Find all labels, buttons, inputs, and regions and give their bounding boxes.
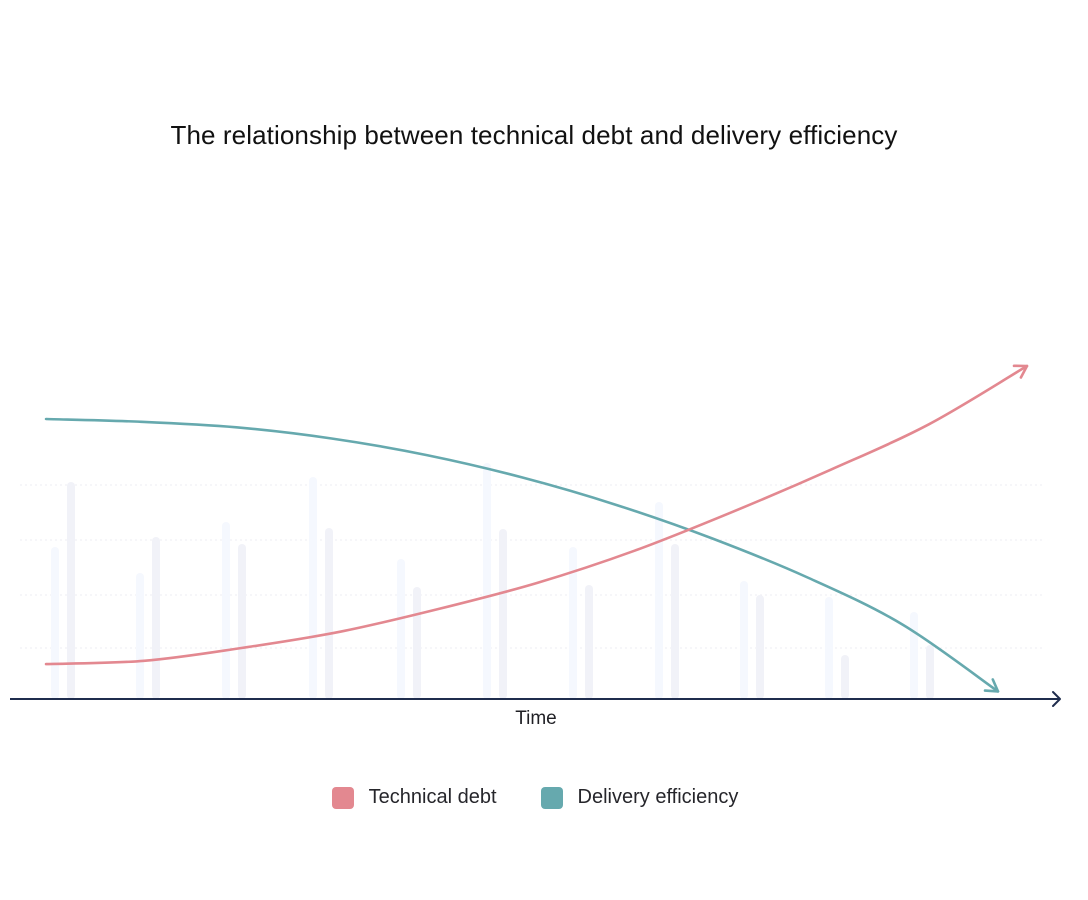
x-axis-arrowhead-icon [1052, 691, 1061, 707]
chart-title: The relationship between technical debt … [170, 120, 898, 150]
legend-item-delivery-efficiency: Delivery efficiency [540, 786, 739, 809]
legend-label: Delivery efficiency [577, 786, 739, 808]
legend: Technical debt Delivery efficiency [0, 786, 1070, 809]
technical-debt-swatch-icon [331, 786, 354, 809]
technical-debt-arrowhead-icon [1012, 364, 1029, 379]
delivery-efficiency-arrowhead-icon [983, 678, 1000, 693]
x-axis-label: Time [515, 708, 557, 729]
delivery-efficiency-swatch-icon [540, 786, 563, 809]
legend-item-technical-debt: Technical debt [331, 786, 497, 809]
background-bars [51, 463, 934, 699]
technical-debt-line [44, 364, 1029, 666]
legend-label: Technical debt [368, 786, 497, 808]
delivery-efficiency-line [44, 417, 1000, 693]
gridlines [20, 484, 1045, 649]
